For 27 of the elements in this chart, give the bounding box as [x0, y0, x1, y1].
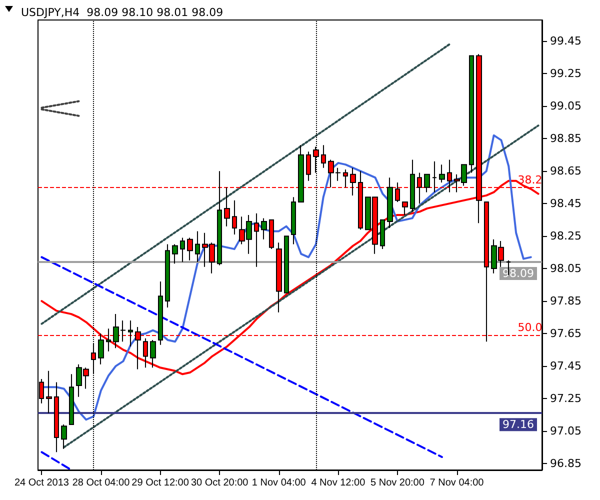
x-tick-label: 4 Nov 12:00 [311, 478, 366, 488]
x-tick-label: 1 Nov 04:00 [252, 478, 306, 488]
y-tick-label: 98.85 [550, 132, 582, 146]
x-tick-label: 29 Oct 12:00 [132, 478, 190, 488]
ref-line-label: 98.09 [502, 267, 534, 280]
y-tick-label: 99.45 [550, 34, 582, 48]
x-tick-label: 24 Oct 2013 [14, 478, 70, 488]
y-tick-label: 97.05 [550, 424, 582, 438]
chart-title: USDJPY,H4 98.09 98.10 98.01 98.09 [21, 6, 224, 19]
ref-line-label: 97.16 [502, 418, 534, 432]
y-tick-label: 98.45 [550, 197, 582, 210]
y-tick-label: 97.45 [550, 360, 582, 373]
y-tick-label: 98.65 [550, 164, 582, 178]
x-tick-label: 28 Oct 04:00 [72, 478, 130, 488]
y-tick-label: 98.05 [550, 262, 582, 276]
x-tick-label: 30 Oct 20:00 [190, 478, 249, 488]
x-tick-label: 5 Nov 20:00 [370, 478, 425, 488]
y-tick-label: 97.85 [550, 294, 582, 308]
annotation: 38.2 [518, 173, 542, 186]
y-tick-label: 99.25 [550, 67, 582, 80]
y-tick-label: 98.25 [550, 230, 582, 243]
y-tick-label: 97.25 [550, 392, 582, 406]
y-tick-label: 99.05 [550, 100, 582, 113]
y-tick-label: 97.65 [550, 327, 582, 340]
annotation: 50.0 [518, 321, 542, 334]
x-tick-label: 7 Nov 04:00 [430, 478, 484, 488]
y-tick-label: 96.85 [550, 457, 582, 470]
